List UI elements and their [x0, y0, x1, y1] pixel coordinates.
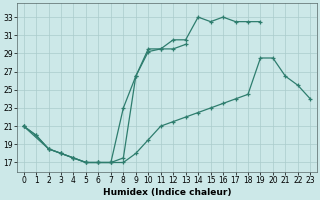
X-axis label: Humidex (Indice chaleur): Humidex (Indice chaleur)	[103, 188, 231, 197]
